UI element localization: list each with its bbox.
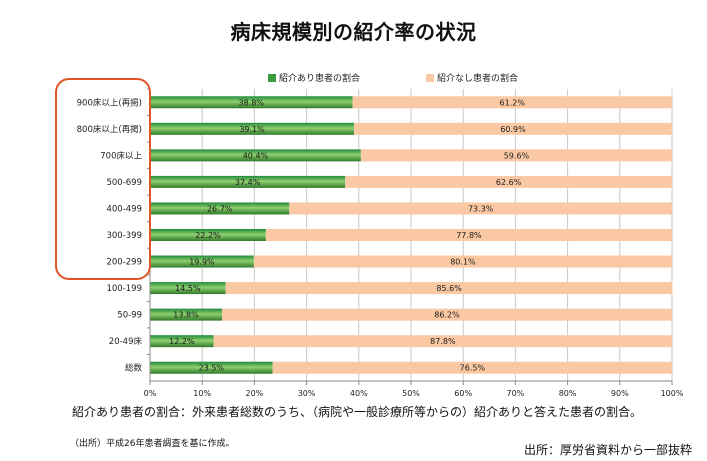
chart-title: 病床規模別の紹介率の状況 [230, 20, 477, 44]
x-tick-label: 30% [298, 389, 316, 398]
footnote-definition: 紹介あり患者の割合：外来患者総数のうち、（病院や一般診療所等からの）紹介ありと答… [72, 405, 643, 419]
bar-referred [150, 122, 355, 135]
data-label-referred: 23.5% [199, 364, 225, 373]
y-category-label: 400-499 [106, 204, 142, 214]
bar-not-referred [265, 229, 672, 241]
data-label-not-referred: 59.6% [504, 151, 530, 160]
y-category-label: 900床以上(再掲) [77, 97, 142, 108]
x-tick-label: 50% [402, 389, 420, 398]
bar-not-referred [253, 255, 673, 268]
bar-referred [150, 282, 226, 295]
bar-referred [150, 175, 346, 188]
data-label-not-referred: 76.5% [460, 364, 486, 373]
x-tick-label: 60% [454, 389, 472, 398]
x-tick-label: 90% [611, 389, 629, 398]
bar-referred [150, 308, 223, 321]
data-label-not-referred: 80.1% [450, 258, 476, 267]
data-label-not-referred: 73.3% [468, 204, 494, 213]
data-label-not-referred: 87.8% [430, 337, 456, 346]
y-category-label: 50-99 [117, 311, 142, 321]
data-label-referred: 39.1% [239, 125, 265, 134]
bar-referred [150, 335, 214, 348]
y-category-label: 800床以上(再掲) [77, 124, 142, 135]
x-tick-label: 70% [507, 389, 525, 398]
data-label-referred: 26.7% [207, 204, 233, 213]
data-label-not-referred: 86.2% [434, 311, 460, 320]
bar-referred [150, 229, 266, 241]
y-category-label: 100-199 [106, 284, 142, 294]
x-tick-label: 40% [350, 389, 368, 398]
y-category-label: 300-399 [106, 231, 142, 241]
y-category-label: 20-49床 [109, 336, 143, 347]
bar-not-referred [360, 149, 672, 162]
y-category-label: 700床以上 [100, 150, 142, 161]
data-label-referred: 38.8% [239, 98, 265, 107]
data-label-not-referred: 60.9% [500, 125, 526, 134]
bar-not-referred [289, 202, 672, 215]
data-label-not-referred: 62.6% [496, 178, 522, 187]
bar-not-referred [354, 122, 672, 135]
bar-referred [150, 255, 254, 268]
data-label-referred: 19.9% [189, 258, 215, 267]
data-label-not-referred: 85.6% [436, 284, 462, 293]
data-label-not-referred: 77.8% [456, 231, 482, 240]
data-label-referred: 13.8% [173, 311, 199, 320]
x-tick-label: 80% [559, 389, 577, 398]
bar-referred [150, 149, 361, 162]
source-attribution: 出所：厚労省資料から一部抜粋 [524, 443, 693, 457]
bar-referred [150, 361, 273, 374]
x-tick-label: 100% [661, 389, 684, 398]
y-category-label: 500-699 [106, 178, 142, 188]
bar-not-referred [345, 175, 672, 188]
source-note: （出所）平成26年患者調査を基に作成。 [70, 439, 235, 449]
bar-referred [150, 96, 353, 109]
y-category-label: 200-299 [106, 258, 142, 268]
legend-label-not-referred: 紹介なし患者の割合 [437, 74, 519, 84]
bar-not-referred [272, 361, 672, 374]
highlight-box [55, 78, 151, 280]
legend-label-referred: 紹介あり患者の割合 [279, 74, 361, 84]
legend-swatch-not-referred [426, 73, 434, 82]
x-tick-label: 10% [193, 389, 211, 398]
data-label-referred: 22.2% [195, 231, 221, 240]
data-label-referred: 14.5% [175, 284, 201, 293]
data-label-referred: 40.4% [243, 151, 269, 160]
x-tick-label: 20% [246, 389, 264, 398]
bar-not-referred [352, 96, 672, 109]
bar-not-referred [225, 282, 673, 295]
bar-referred [150, 202, 290, 215]
data-label-referred: 37.4% [235, 178, 261, 187]
y-category-label: 総数 [125, 363, 143, 374]
data-label-referred: 12.2% [169, 337, 195, 346]
x-tick-label: 0% [144, 389, 157, 398]
bar-not-referred [222, 308, 672, 321]
legend-item-referred: 紹介あり患者の割合 [268, 71, 360, 84]
legend-item-not-referred: 紹介なし患者の割合 [426, 71, 518, 84]
legend-swatch-referred [268, 73, 276, 82]
bar-not-referred [213, 335, 672, 348]
data-label-not-referred: 61.2% [500, 98, 526, 107]
